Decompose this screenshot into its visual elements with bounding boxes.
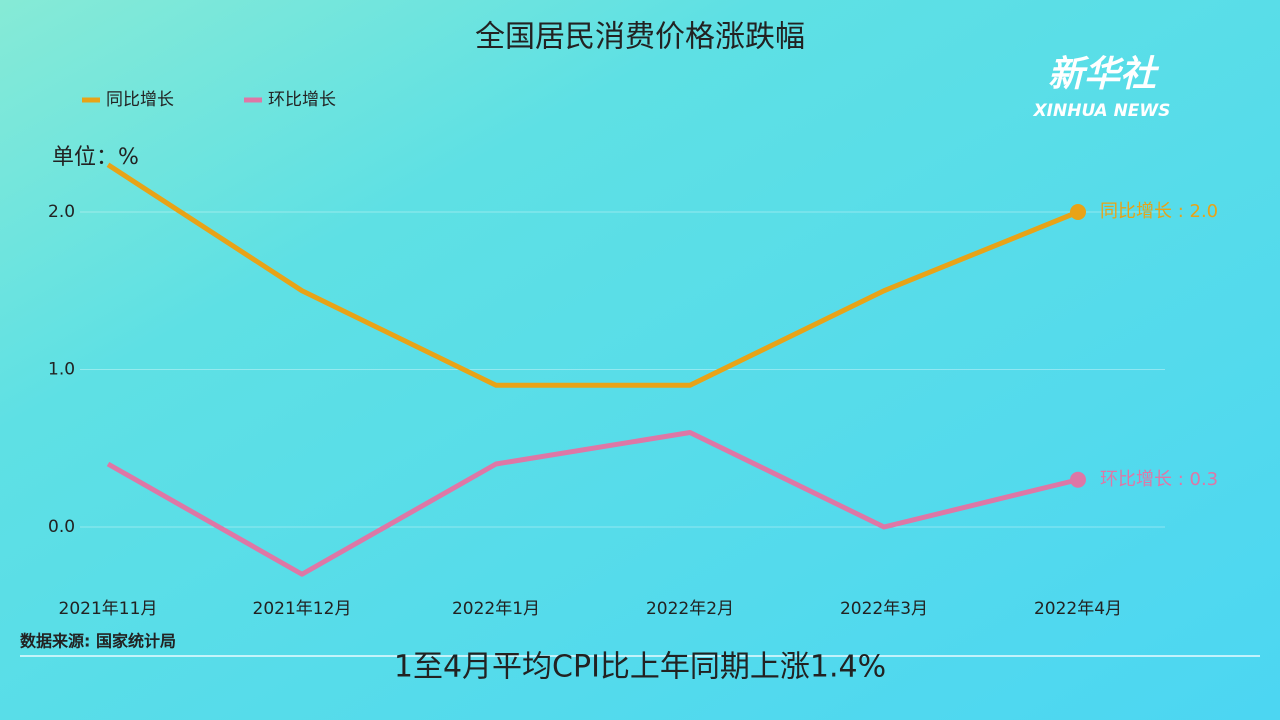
chart-title: 全国居民消费价格涨跌幅	[475, 20, 805, 55]
caption: 1至4月平均CPI比上年同期上涨1.4%	[394, 650, 886, 685]
y-tick-label: 0.0	[48, 517, 75, 537]
x-tick-label: 2021年12月	[253, 599, 352, 619]
x-tick-label: 2022年1月	[452, 599, 540, 619]
logo-sub: XINHUA NEWS	[1033, 101, 1171, 121]
x-tick-label: 2021年11月	[59, 599, 158, 619]
x-tick-label: 2022年3月	[840, 599, 928, 619]
legend-label: 环比增长	[268, 90, 336, 110]
y-tick-label: 2.0	[48, 202, 75, 222]
unit-label: 单位：%	[52, 145, 139, 170]
source: 数据来源: 国家统计局	[20, 632, 176, 651]
x-tick-label: 2022年4月	[1034, 599, 1122, 619]
series-line	[106, 162, 1079, 388]
legend-label: 同比增长	[106, 90, 174, 110]
end-label: 同比增长 : 2.0	[1100, 201, 1218, 222]
end-label: 环比增长 : 0.3	[1100, 469, 1218, 490]
x-tick-label: 2022年2月	[646, 599, 734, 619]
series-line	[106, 430, 1079, 577]
end-point	[1070, 204, 1086, 220]
end-point	[1070, 471, 1086, 488]
logo: 新华社	[1048, 54, 1160, 95]
y-tick-label: 1.0	[48, 360, 75, 380]
